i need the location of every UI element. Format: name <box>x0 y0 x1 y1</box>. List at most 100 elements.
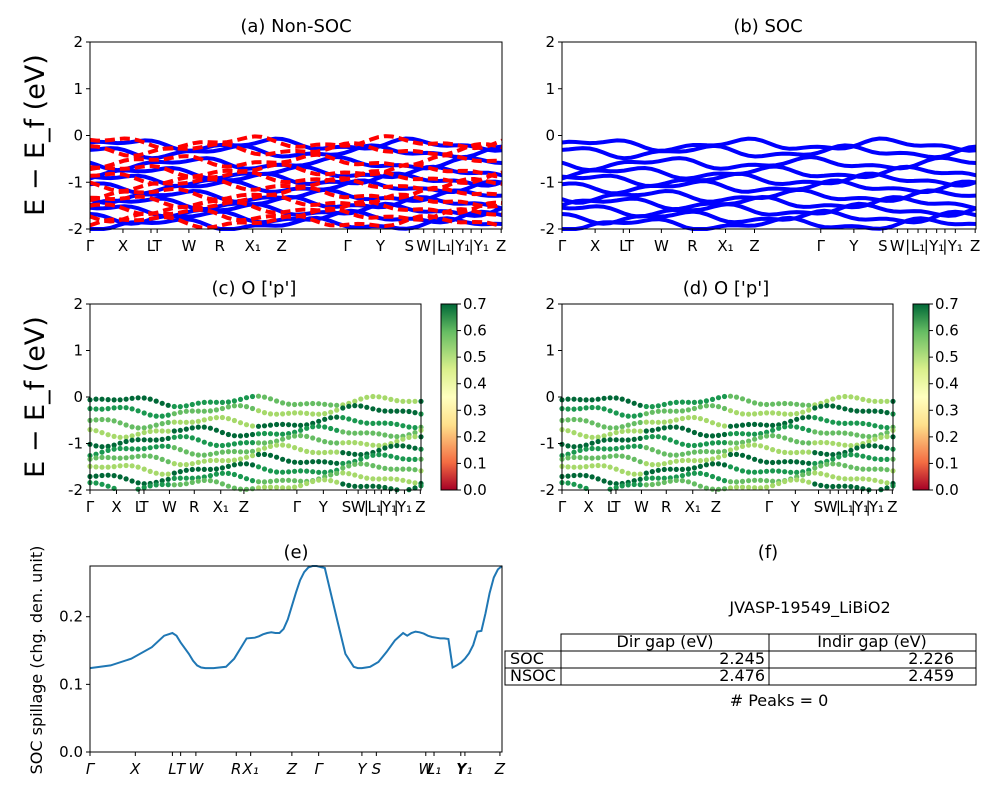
panel-c-point <box>219 442 225 449</box>
panel-a-band-line <box>89 199 503 217</box>
panel-c-point <box>117 463 123 469</box>
panel-c-point <box>153 437 159 443</box>
panel-b-xtick-label: L₁ <box>911 237 925 255</box>
panel-d-point <box>703 448 710 455</box>
panel-c-point <box>153 413 159 419</box>
panel-c-point <box>213 415 219 421</box>
panel-d-point <box>824 398 830 404</box>
panel-c-point <box>292 401 298 408</box>
panel-d-point <box>715 440 722 446</box>
panel-c-point <box>183 419 189 425</box>
panel-d-point <box>782 469 788 475</box>
panel-c-point <box>322 411 328 417</box>
panel-c-point <box>261 479 268 485</box>
table-title: JVASP-19549_LiBiO2 <box>728 598 890 618</box>
panel-d-point <box>866 398 872 404</box>
panel-b-xtick-label: W <box>890 237 905 255</box>
panel-c-point <box>316 459 322 465</box>
panel-a-band-line <box>90 215 503 231</box>
panel-c-point <box>322 424 328 430</box>
panel-d-point <box>685 457 692 463</box>
panel-d-point <box>649 475 655 481</box>
panel-c-point <box>225 483 231 489</box>
panel-e-xtick-label: Γ <box>86 760 96 778</box>
panel-d-point <box>872 456 878 462</box>
panel-c-point <box>267 396 274 402</box>
panel-d-point <box>637 459 643 465</box>
panel-c-point <box>261 410 268 416</box>
panel-c-point <box>159 413 165 419</box>
panel-d-point <box>800 449 806 455</box>
panel-d-point <box>806 460 812 466</box>
panel-c-point <box>123 455 129 461</box>
panel-c-point <box>346 439 352 446</box>
panel-c-ytick-label: 0 <box>73 388 83 406</box>
panel-b-band-line <box>561 194 977 212</box>
panel-c-point <box>219 481 225 487</box>
panel-d-point <box>715 476 722 482</box>
panel-d-point <box>619 445 625 451</box>
panel-c-point <box>388 396 394 402</box>
panel-d-point <box>758 443 764 449</box>
panel-c-point <box>231 471 237 478</box>
panel-d-point <box>625 454 631 460</box>
panel-c-point <box>261 484 268 490</box>
panel-c-point <box>370 420 376 426</box>
panel-d-point <box>649 469 655 475</box>
panel-c-point <box>382 465 388 471</box>
panel-d-point <box>788 423 794 429</box>
panel-c-point <box>249 440 256 446</box>
colorbar-tick-label: 0.2 <box>935 428 959 446</box>
panel-d-point <box>866 466 872 472</box>
panel-d-point <box>607 480 613 486</box>
panel-d-point <box>697 442 704 448</box>
panel-d-point <box>812 415 818 421</box>
panel-c-point <box>111 442 117 448</box>
panel-c-point <box>129 424 135 430</box>
panel-b-xtick-label: | <box>905 237 910 255</box>
panel-c-point <box>364 394 370 400</box>
panel-a-band-line <box>89 162 503 179</box>
panel-c-point <box>340 429 346 435</box>
panel-c-point <box>328 478 334 484</box>
panel-d-point <box>601 454 607 460</box>
panel-d-point <box>848 447 854 453</box>
panel-c-point <box>364 475 370 481</box>
panel-d-point <box>613 466 619 472</box>
panel-c-point <box>183 481 189 487</box>
panel-d-point <box>721 453 728 459</box>
panel-d-ytick-label: 0 <box>545 388 555 406</box>
panel-d-point <box>830 430 836 436</box>
panel-c-point <box>394 438 400 444</box>
panel-d-point <box>866 434 872 440</box>
panel-c-point <box>237 473 244 480</box>
panel-c-point <box>99 416 105 423</box>
panel-a-xtick-label: | <box>431 237 436 255</box>
panel-c-point <box>189 401 195 408</box>
panel-d-point <box>800 402 806 408</box>
panel-d-point <box>577 483 583 489</box>
panel-c-point <box>231 485 237 491</box>
panel-e-ylabel: SOC spillage (chg. den. unit) <box>27 546 46 775</box>
panel-c-point <box>141 437 147 443</box>
panel-c-point <box>292 478 298 484</box>
panel-c-point <box>382 395 388 401</box>
panel-d-point <box>727 479 734 485</box>
panel-c-point <box>274 421 280 428</box>
panel-c-point <box>213 442 219 448</box>
panel-d-point <box>794 416 800 422</box>
panel-c-point <box>207 457 213 464</box>
panel-d-plot: 210-1-2Γ X LT W R X₁ Z Γ Y S W|L₁|Y₁|Y₁ Z <box>540 295 897 516</box>
panel-d-point <box>770 447 776 453</box>
panel-c-point <box>111 418 117 424</box>
panel-d-point <box>752 442 758 448</box>
panel-c-point <box>165 428 171 434</box>
panel-c-point <box>412 410 418 416</box>
panel-d-point <box>788 401 794 407</box>
panel-c-point <box>225 470 231 476</box>
panel-d-point <box>697 449 704 455</box>
panel-d-xtick-label: Y <box>790 498 801 516</box>
panel-c-point <box>111 397 117 403</box>
panel-c-point <box>249 431 256 438</box>
panel-d-point <box>860 443 866 449</box>
